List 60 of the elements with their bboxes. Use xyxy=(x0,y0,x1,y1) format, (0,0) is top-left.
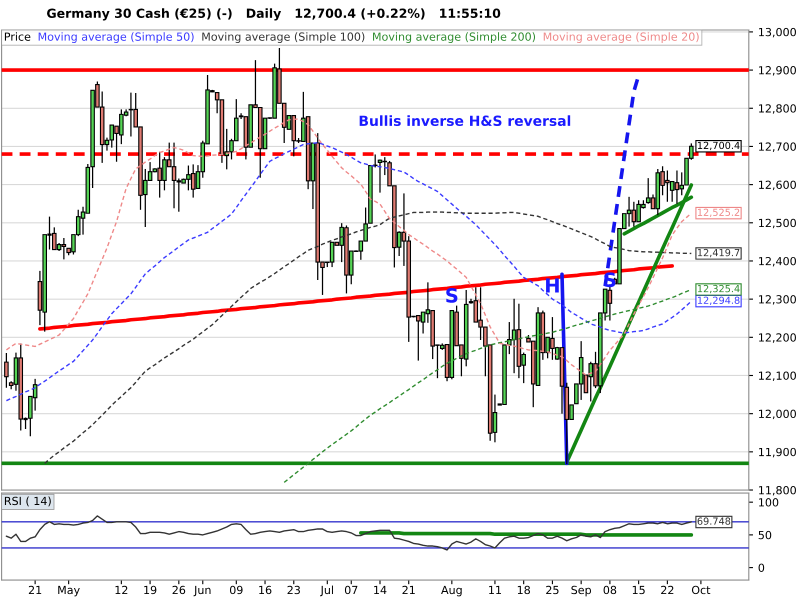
text: 12,700.4 xyxy=(698,142,740,150)
x-tick-label: Aug xyxy=(441,586,462,596)
y-tick-label: 12,800 xyxy=(759,104,796,114)
y-tick-label: 0 xyxy=(758,564,764,572)
annotation: Bullis inverse H&S reversal xyxy=(360,115,570,126)
annotation: H xyxy=(546,278,559,293)
annotation: S xyxy=(604,272,616,288)
chart-title: Germany 30 Cash (€25) (-) Daily 12,700.4 (+0.22%) 11:55:10 xyxy=(47,8,500,20)
x-tick-label: May xyxy=(58,586,80,596)
y-tick-label: 12,300 xyxy=(759,295,796,305)
x-tick-label: 12 xyxy=(115,586,128,594)
y-tick-label: 12,500 xyxy=(759,218,796,228)
y-tick-label: 12,000 xyxy=(759,410,796,420)
x-tick-label: Oct xyxy=(692,586,710,594)
x-tick-label: 18 xyxy=(518,586,530,594)
data-label: 12,525.2 xyxy=(698,208,740,217)
y-tick-label: 12,900 xyxy=(759,66,796,76)
x-tick-label: 19 xyxy=(144,586,156,594)
annotation: S xyxy=(446,288,458,303)
x-tick-label: 14 xyxy=(374,586,386,594)
data-label: 12,419.7 xyxy=(698,248,740,258)
x-tick-label: 11 xyxy=(489,586,501,594)
text: Moving average (Simple 50) xyxy=(38,32,194,43)
y-tick-label: 12,200 xyxy=(759,333,796,343)
x-tick-label: Sep xyxy=(571,586,592,596)
x-tick-label: 22 xyxy=(661,586,674,594)
y-tick-label: 50 xyxy=(758,530,772,540)
text: Moving average (Simple 200) xyxy=(373,32,536,43)
y-tick-label: 13,000 xyxy=(759,28,796,38)
y-tick-label: 11,900 xyxy=(759,448,796,458)
x-tick-label: 25 xyxy=(546,586,559,594)
y-tick-label: 12,400 xyxy=(759,256,796,266)
data-label: 69.748 xyxy=(698,517,730,525)
line-series xyxy=(44,211,692,464)
x-tick-label: 08 xyxy=(604,586,616,594)
x-tick-label: 15 xyxy=(632,586,645,594)
candlestick xyxy=(4,352,9,388)
line-series xyxy=(6,515,692,551)
y-tick-label: 12,700 xyxy=(759,142,796,152)
x-tick-label: Jun xyxy=(194,586,211,596)
y-tick-label: 100 xyxy=(759,498,778,507)
x-tick-label: 16 xyxy=(259,586,272,594)
text: Price xyxy=(4,32,30,41)
data-label: 12,294.8 xyxy=(698,296,740,305)
x-tick-label: Jul xyxy=(320,586,333,596)
chart-title: RSI ( 14) xyxy=(4,496,51,506)
y-tick-label: 11,800 xyxy=(759,486,796,496)
x-tick-label: 23 xyxy=(288,586,300,594)
line-series xyxy=(38,264,674,331)
text: Moving average (Simple 100) xyxy=(202,32,364,43)
y-tick-label: 12,100 xyxy=(759,371,796,382)
x-tick-label: 21 xyxy=(28,586,42,594)
y-tick-label: 12,600 xyxy=(759,180,796,190)
x-tick-label: 21 xyxy=(402,586,415,594)
text: Moving average (Simple 20) xyxy=(544,32,699,43)
line-series xyxy=(6,142,692,402)
data-label: 12,325.4 xyxy=(698,284,740,294)
x-tick-label: 07 xyxy=(344,586,358,594)
x-tick-label: 26 xyxy=(172,586,186,594)
x-tick-label: 09 xyxy=(230,586,243,594)
